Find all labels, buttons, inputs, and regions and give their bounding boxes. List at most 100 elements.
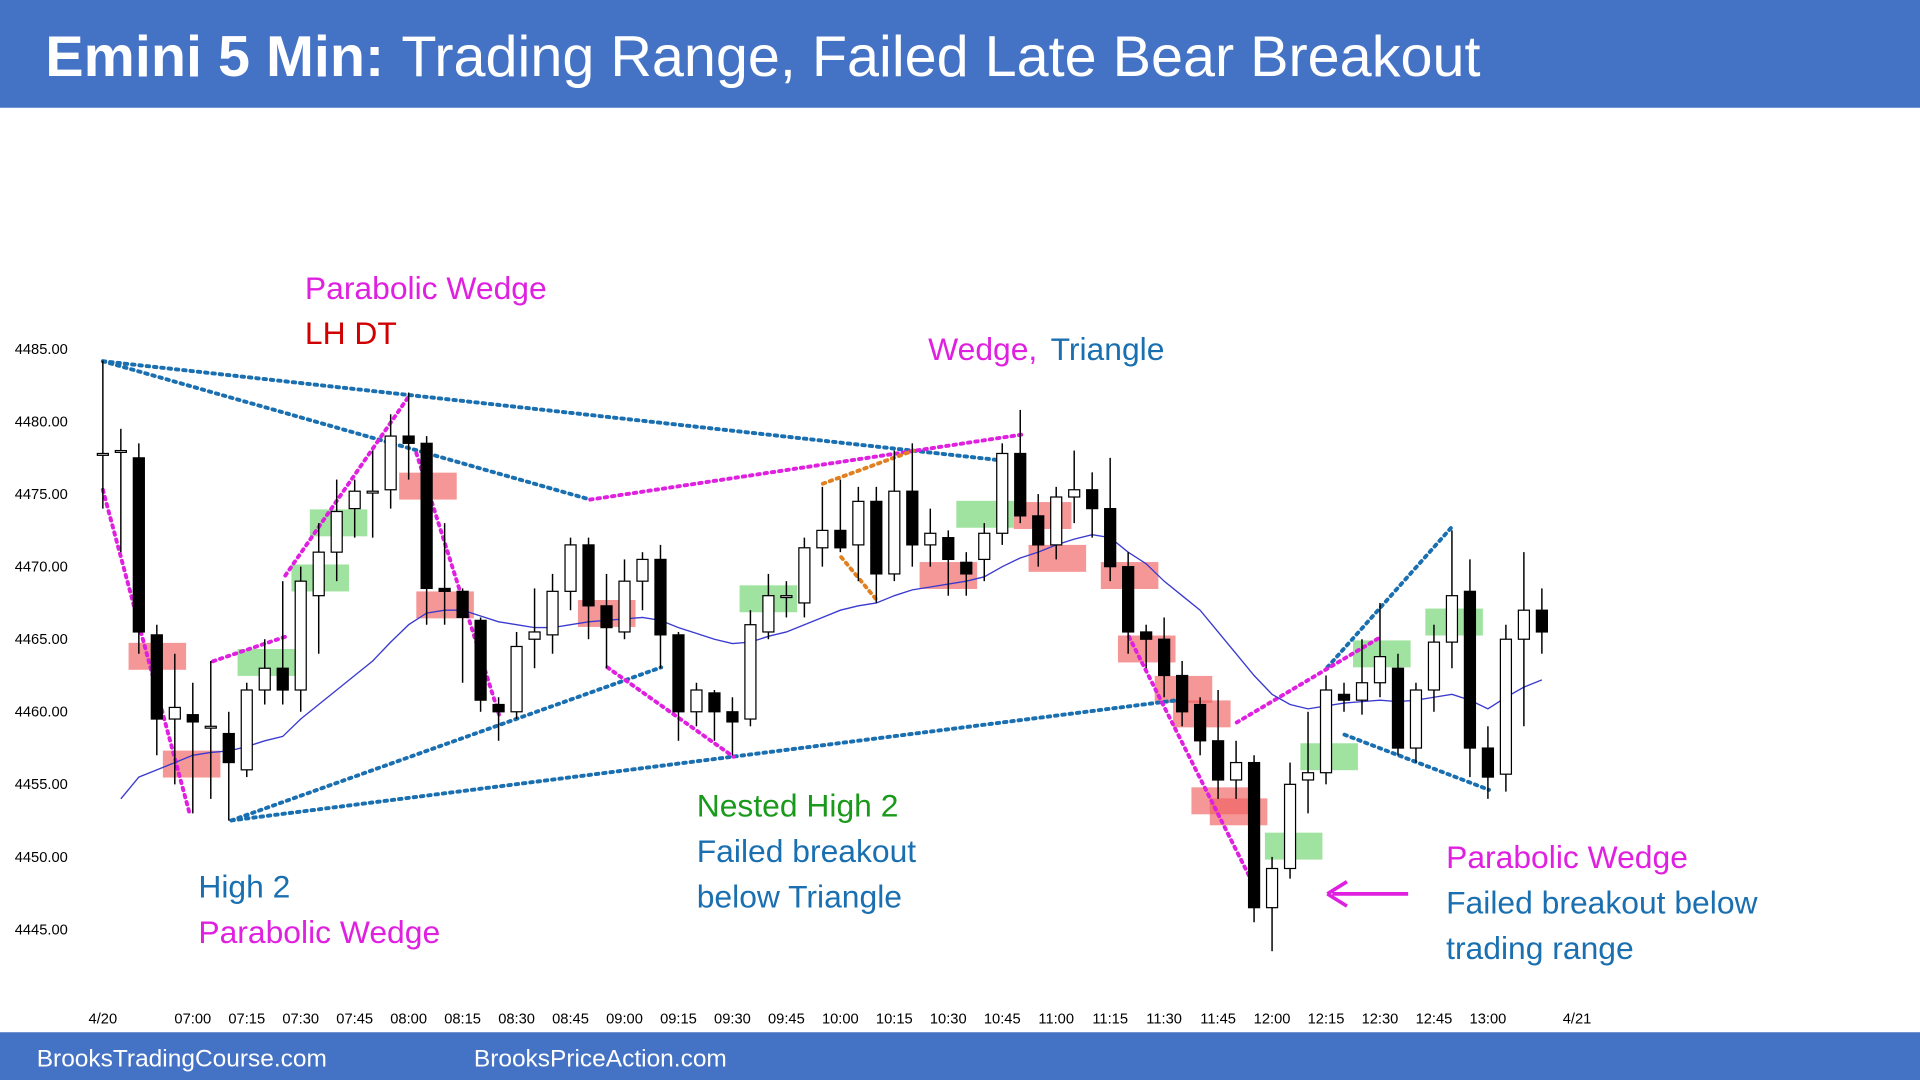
candle-body: [1373, 656, 1387, 684]
candle-body: [114, 449, 127, 454]
trend-line: [1342, 732, 1491, 792]
x-tick-label: 12:45: [1416, 1012, 1453, 1028]
arrow-head: [1326, 880, 1348, 908]
candle-body: [1032, 515, 1045, 546]
candle-body: [384, 435, 397, 491]
candle-body: [564, 544, 577, 592]
x-tick-label: 07:15: [228, 1012, 265, 1028]
x-tick-label: 07:45: [336, 1012, 373, 1028]
candle-body: [1193, 703, 1207, 742]
page-title: Emini 5 Min: Trading Range, Failed Late B…: [45, 25, 1480, 89]
x-tick-label: 11:45: [1200, 1012, 1236, 1028]
candle-body: [924, 532, 937, 546]
y-tick-label: 4445.00: [15, 922, 68, 938]
candle-body: [1229, 761, 1243, 781]
annotation-text-layer: Parabolic Wedge LH DT Wedge, Triangle Ne…: [198, 270, 1758, 966]
candle-body: [528, 631, 541, 640]
candle-body: [870, 500, 883, 575]
candle-body: [762, 595, 775, 633]
trend-line: [229, 665, 664, 823]
x-tick-label: 12:00: [1254, 1012, 1291, 1028]
candle-body: [474, 619, 487, 701]
candle-body: [1427, 641, 1441, 691]
candle-body: [888, 490, 901, 575]
candle-body: [204, 725, 217, 729]
annotation: LH DT: [305, 315, 397, 351]
title-prefix: Emini 5 Min:: [45, 25, 384, 89]
candle-body: [618, 580, 631, 633]
candle-body: [582, 544, 595, 607]
x-tick-label: 09:30: [714, 1012, 751, 1028]
annotation: Parabolic Wedge: [1446, 839, 1688, 875]
candle-body: [348, 490, 361, 510]
candle-body: [492, 703, 505, 713]
candle-body: [978, 532, 991, 561]
annotation: Failed breakout: [697, 833, 917, 869]
candle-body: [960, 561, 973, 575]
candle-body: [1104, 508, 1117, 568]
data-layer: 4445.00 4450.00 4455.00 4460.00 4465.00 4470.…: [15, 342, 1592, 1028]
candle-body: [1517, 609, 1531, 640]
trend-line: [588, 432, 1024, 502]
candle-body: [132, 457, 145, 633]
candle-body: [1014, 452, 1027, 517]
x-tick-label: 08:30: [498, 1012, 535, 1028]
trend-line: [605, 665, 736, 759]
candle-body: [1050, 496, 1063, 546]
candle-body: [780, 595, 793, 599]
candle-body: [96, 452, 109, 456]
candle-body: [1140, 631, 1153, 640]
candle-body: [312, 551, 325, 597]
candle-body: [654, 558, 667, 636]
annotation: Parabolic Wedge: [305, 270, 547, 306]
candle-body: [402, 435, 415, 444]
footer-bar: [0, 1032, 1920, 1080]
x-tick-label: 07:00: [174, 1012, 211, 1028]
x-tick-label: 11:15: [1092, 1012, 1128, 1028]
x-tick-label: 4/20: [89, 1012, 118, 1028]
annotation: Nested High 2: [697, 788, 899, 824]
candle-body: [1283, 783, 1297, 870]
candle-body: [330, 510, 343, 553]
y-tick-label: 4470.00: [15, 560, 68, 576]
candle-body: [744, 624, 757, 720]
candle-body: [636, 558, 649, 582]
y-tick-label: 4485.00: [15, 342, 68, 358]
candle-body: [906, 490, 919, 546]
x-tick-label: 08:15: [444, 1012, 481, 1028]
x-tick-label: 11:00: [1038, 1012, 1074, 1028]
candle-body: [1211, 740, 1225, 781]
candle-body: [942, 537, 955, 561]
candle-body: [834, 529, 847, 549]
candle-body: [1463, 590, 1477, 749]
x-tick-label: 10:15: [876, 1012, 913, 1028]
candle-body: [600, 605, 613, 629]
candle-body: [1086, 489, 1099, 510]
candle-body: [1176, 674, 1189, 713]
candle-body: [1068, 489, 1081, 498]
annotation: Parabolic Wedge: [198, 914, 440, 950]
candle-body: [258, 667, 271, 691]
annotation: High 2: [198, 869, 290, 905]
candle-body: [690, 689, 703, 713]
candle-body: [1337, 693, 1351, 701]
x-tick-label: 07:30: [282, 1012, 319, 1028]
x-tick-label: 10:45: [984, 1012, 1021, 1028]
x-tick-label: 08:45: [552, 1012, 589, 1028]
x-tick-label: 12:15: [1308, 1012, 1345, 1028]
candle-body: [1391, 667, 1405, 749]
x-tick-label: 13:00: [1470, 1012, 1507, 1028]
candle-body: [222, 732, 235, 764]
candle-body: [150, 634, 163, 720]
x-tick-label: 11:30: [1146, 1012, 1182, 1028]
candle-body: [294, 580, 307, 691]
candle-body: [708, 692, 721, 713]
candle-body: [996, 452, 1009, 534]
candle-body: [276, 667, 289, 691]
candle-body: [1158, 638, 1171, 677]
trend-line: [229, 698, 1178, 823]
trend-line: [1325, 524, 1455, 670]
y-tick-label: 4455.00: [15, 777, 68, 793]
candle-body: [420, 442, 433, 590]
candle-body: [1355, 682, 1369, 701]
